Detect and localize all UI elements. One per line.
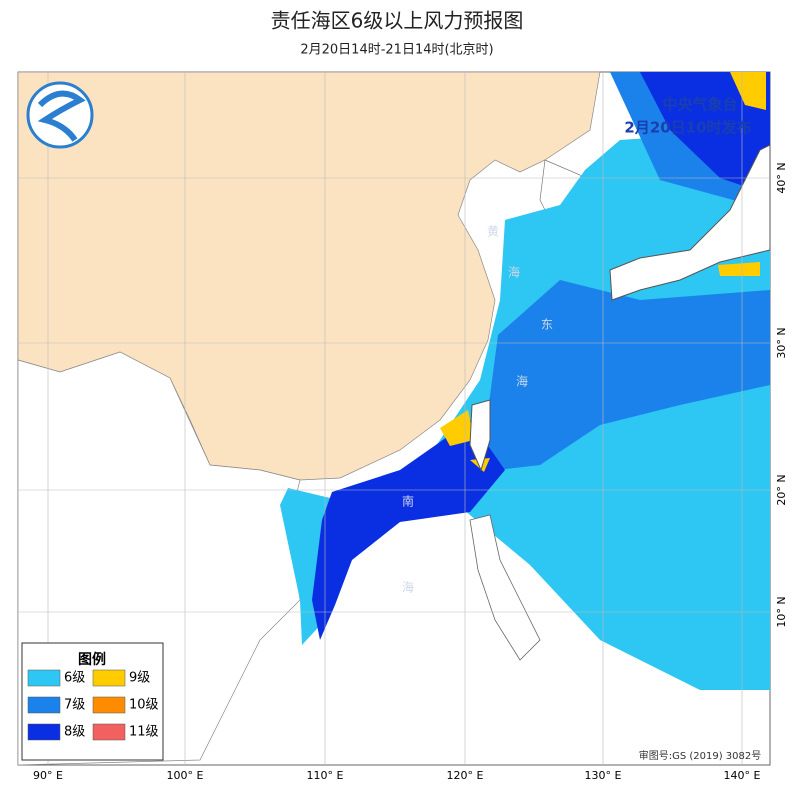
publisher: 中央气象台: [662, 96, 737, 114]
wind-zone-7: [480, 72, 770, 472]
legend-label: 8级: [64, 725, 85, 740]
longitude-label: 90° E: [33, 769, 63, 782]
latitude-label: 30° N: [775, 327, 788, 358]
legend-title: 图例: [78, 651, 106, 668]
sea-label: 海: [508, 265, 520, 280]
longitude-label: 110° E: [307, 769, 344, 782]
approval-number: 审图号:GS (2019) 3082号: [639, 749, 762, 762]
issued-time: 2月20日10时发布: [624, 119, 751, 137]
legend-swatch: [92, 669, 126, 687]
latitude-label: 20° N: [775, 474, 788, 505]
sea-label: 南: [402, 494, 414, 509]
land-taiwan: [469, 399, 491, 472]
latitude-label: 40° N: [775, 162, 788, 193]
longitude-label: 120° E: [447, 769, 484, 782]
legend-label: 9级: [129, 671, 150, 686]
legend-label: 6级: [64, 671, 85, 686]
subtitle: 2月20日14时-21日14时(北京时): [300, 43, 493, 58]
legend-swatch: [27, 669, 61, 687]
wind-zone-8: [312, 72, 770, 640]
latitude-label: 10° N: [775, 596, 788, 627]
logo: [26, 81, 94, 149]
sea-label: 海: [516, 374, 528, 389]
legend-swatch: [92, 696, 126, 714]
legend-swatch: [27, 723, 61, 741]
legend-label: 7级: [64, 698, 85, 713]
longitude-label: 140° E: [724, 769, 761, 782]
sea-label: 东: [541, 318, 553, 332]
legend-swatch: [92, 723, 126, 741]
legend-swatch: [27, 696, 61, 714]
legend-label: 11级: [129, 725, 159, 740]
land-philippines: [469, 514, 541, 661]
sea-label: 海: [402, 580, 414, 595]
title: 责任海区6级以上风力预报图: [271, 9, 524, 33]
logo-mark: [37, 90, 86, 142]
longitude-label: 130° E: [585, 769, 622, 782]
land-japan: [609, 144, 771, 301]
sea-label: 黄: [487, 225, 499, 239]
grid: [18, 72, 770, 765]
legend-label: 10级: [129, 698, 159, 713]
longitude-label: 100° E: [167, 769, 204, 782]
